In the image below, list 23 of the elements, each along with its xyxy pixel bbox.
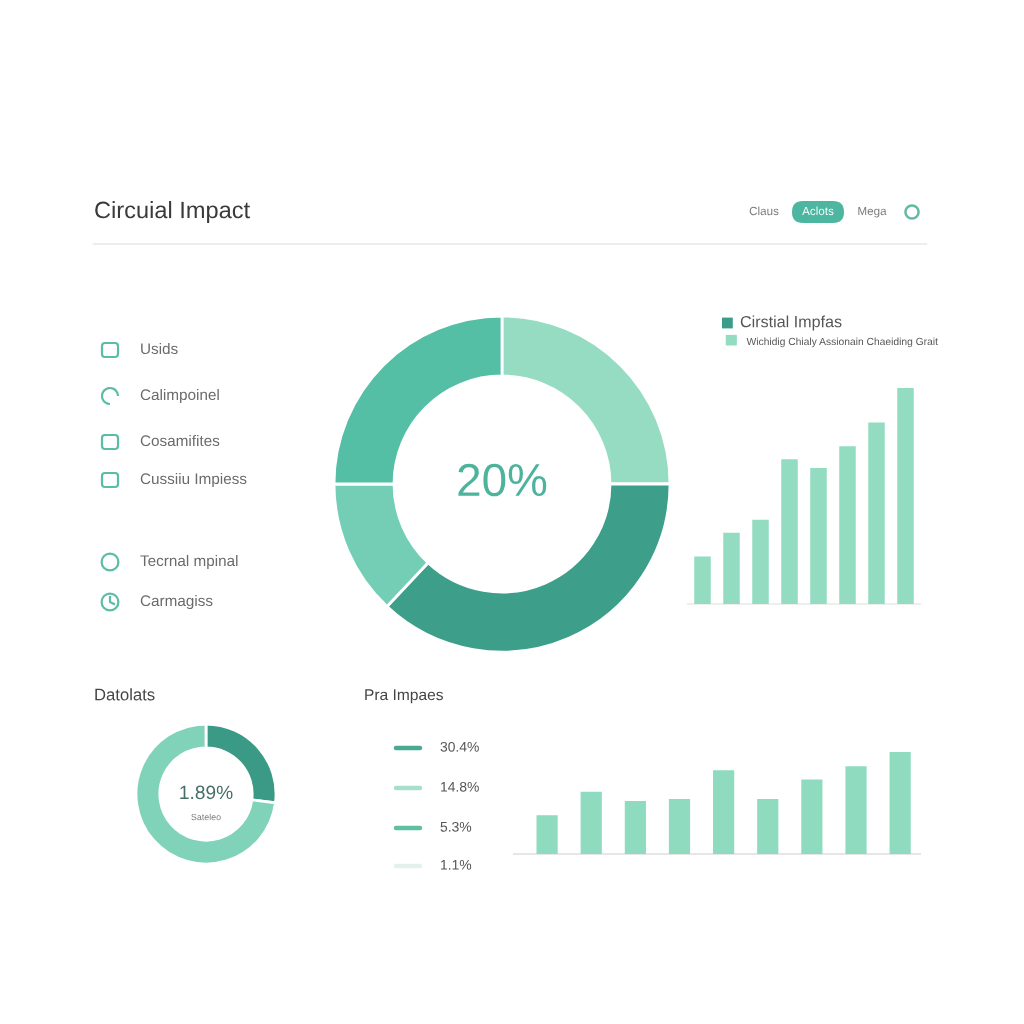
bar	[624, 800, 646, 854]
text: Circuial Impact	[95, 200, 250, 223]
bar	[580, 791, 602, 854]
donut-slice	[134, 722, 277, 866]
bar	[781, 459, 798, 604]
bar	[868, 422, 885, 604]
bar	[889, 752, 911, 854]
bar	[752, 519, 769, 604]
bar	[723, 532, 740, 604]
bar	[801, 779, 823, 854]
bar	[694, 556, 711, 604]
bar	[668, 798, 691, 854]
bar	[839, 446, 856, 604]
bar	[897, 388, 914, 604]
bar	[713, 770, 735, 854]
bar	[757, 798, 779, 854]
bar	[845, 766, 867, 854]
text: 20%	[458, 463, 547, 497]
text: 1.89%	[180, 785, 233, 800]
chart-title: Datolats	[95, 688, 155, 701]
legend-title: Cirstial Impfas	[740, 315, 842, 331]
bar	[536, 815, 558, 854]
bar	[810, 467, 827, 604]
